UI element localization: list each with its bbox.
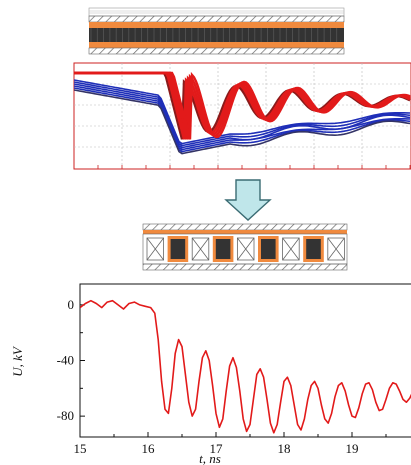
top-orange-layer [89,22,344,28]
insulator-cross [191,237,210,261]
conductor-core [261,239,276,259]
x-tick-label: 16 [142,441,156,456]
section-cells [146,236,345,262]
top-dark-stripes [90,28,338,42]
voltage-chart: 151617181920-40-80 t, ns U, kV [10,283,411,465]
x-tick-label: 17 [210,441,224,456]
x-axis-title: t, ns [199,451,221,465]
chart-tick-labels: 151617181920-40-80 [57,297,359,456]
voltage-series-line [80,299,411,434]
top-dark-layer [89,28,344,42]
y-tick-label: -40 [57,353,74,368]
blue-waveform [74,79,411,145]
x-tick-label: 18 [278,441,291,456]
top-plot-grid [73,63,411,169]
top-layer-structure [88,7,345,55]
top-waveform-plot [73,62,411,170]
y-tick-label: 0 [68,297,75,312]
conductor-core [306,239,321,259]
insulator-cross [237,237,255,261]
x-tick-label: 15 [74,441,87,456]
chart-ticks [79,304,387,437]
blue-waveform [74,85,411,151]
down-arrow-shape [224,179,272,221]
red-waveform [74,71,411,140]
blue-waveform [74,81,411,147]
top-plot-frame [73,62,411,170]
insulator-cross [146,237,164,261]
section-top-hatched-layer [142,223,348,231]
blue-waveform [74,87,411,153]
blue-waveform [74,89,411,155]
chart-frame [79,283,411,438]
conductor-core [170,239,186,259]
conductor-core [215,239,231,259]
section-bottom-hatched-layer [142,263,348,271]
insulator-cross [327,237,345,261]
top-red-waveform-bundle [74,71,411,140]
y-axis-title: U, kV [10,345,25,377]
section-orange-layer [143,230,347,234]
top-orange-layer-lower [89,42,344,48]
top-hatched-layer-lower [88,47,345,55]
cross-section-structure [142,223,348,271]
insulator-cross [282,237,300,261]
top-hatched-layer [88,15,345,23]
down-arrow [224,179,272,221]
chart-series [80,299,411,434]
top-thin-layer [88,7,345,17]
top-blue-waveform-bundle [74,79,411,155]
y-tick-label: -80 [57,408,74,423]
x-tick-label: 19 [346,441,359,456]
